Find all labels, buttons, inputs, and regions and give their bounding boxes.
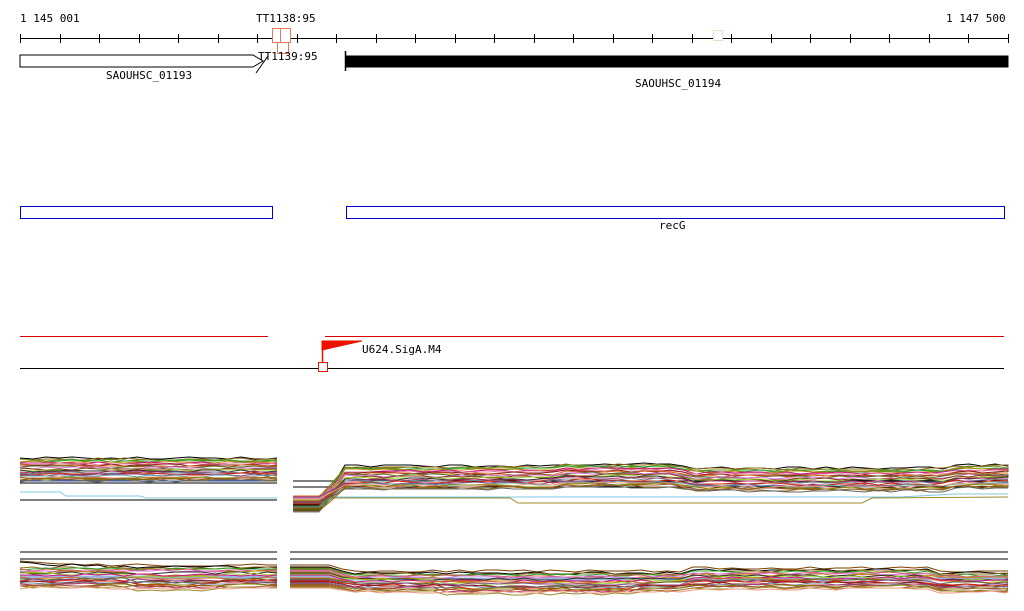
plot-line: [20, 579, 278, 586]
plot-line: [290, 564, 1008, 573]
plot-line: [19, 561, 277, 569]
plot-line: [293, 473, 1008, 509]
gene-label-recg: recG: [659, 219, 686, 232]
plot-line: [290, 567, 1009, 576]
plot-line: [19, 472, 277, 476]
plot-line: [19, 458, 278, 462]
promoter-flag[interactable]: [321, 340, 363, 351]
plot-line: [290, 587, 1009, 594]
plot-line: [19, 585, 278, 592]
plot-line: [19, 465, 277, 469]
plot-line: [293, 475, 1009, 511]
plot-structural-line: [293, 496, 1009, 504]
ruler-end-coordinate: 1 147 500: [946, 12, 1006, 25]
plot-line: [293, 485, 1008, 504]
plot-line: [290, 570, 1008, 579]
lower-signal-plot[interactable]: [20, 545, 1008, 600]
ruler-start-coordinate: 1 145 001: [20, 12, 80, 25]
plot-structural-line: [20, 491, 277, 499]
plot-line: [293, 478, 1009, 505]
upper-signal-plot[interactable]: [20, 450, 1008, 515]
marker-tt1139-label: TT1139:95: [258, 50, 318, 63]
gene-label-saouhsc-01194: SAOUHSC_01194: [635, 77, 722, 90]
plot-line: [293, 467, 1009, 502]
plot-line: [293, 463, 1009, 498]
ruler-marker-box[interactable]: [272, 28, 281, 43]
plot-line: [20, 573, 278, 577]
plot-line: [293, 465, 1009, 500]
plot-line: [19, 469, 278, 473]
plot-line: [19, 560, 277, 567]
gene-label-saouhsc-01193: SAOUHSC_01193: [106, 69, 193, 82]
promoter-flag-anchor[interactable]: [318, 362, 328, 372]
plot-line: [19, 456, 278, 460]
ruler-ghost-marker-box[interactable]: [713, 30, 723, 41]
plot-line: [20, 474, 278, 478]
plot-structural-line: [293, 493, 1008, 498]
plot-line: [19, 576, 278, 580]
plot-line: [20, 475, 278, 479]
ruler-marker-box[interactable]: [277, 42, 289, 54]
plot-line: [293, 480, 1009, 508]
blue-gene-box-recg[interactable]: [346, 206, 1005, 219]
gene-box-saouhsc-01194[interactable]: [345, 55, 1009, 68]
plot-line: [19, 479, 277, 483]
plot-line: [290, 581, 1009, 588]
ruler-marker-box[interactable]: [280, 28, 291, 43]
flag-label: U624.SigA.M4: [362, 343, 442, 356]
plot-line: [19, 462, 278, 466]
plot-line: [19, 586, 277, 590]
plot-line: [19, 566, 278, 570]
plot-line: [19, 471, 278, 475]
plot-line: [19, 568, 277, 572]
blue-gene-box-left[interactable]: [20, 206, 273, 219]
plot-line: [293, 476, 1008, 503]
marker-leader-line: [255, 55, 269, 74]
plot-line: [19, 466, 277, 470]
gene-box-saouhsc-01193[interactable]: [19, 54, 264, 68]
plot-line: [20, 572, 278, 578]
ruler-marker-label: TT1138:95: [256, 12, 316, 25]
plot-line: [19, 477, 278, 481]
plot-line: [293, 470, 1008, 497]
plot-line: [293, 464, 1009, 508]
